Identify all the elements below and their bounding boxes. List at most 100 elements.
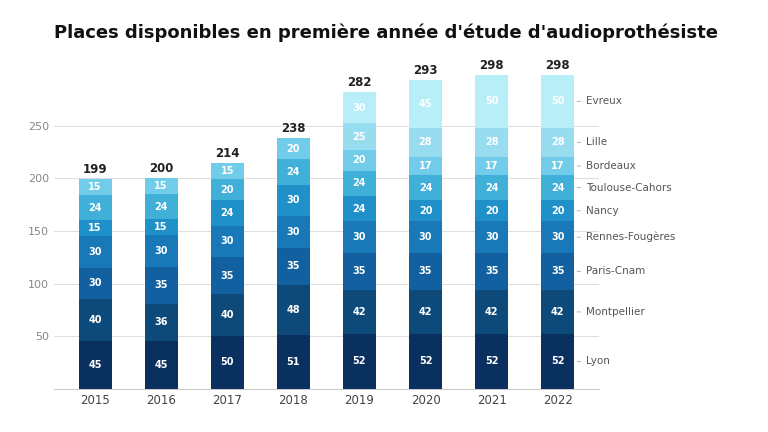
Text: 15: 15 (88, 182, 102, 192)
Text: 15: 15 (154, 222, 168, 232)
Bar (475, 75, 508, 127)
Text: 45: 45 (419, 99, 432, 109)
Text: 24: 24 (551, 183, 564, 193)
Bar (343, 124, 376, 150)
Text: 200: 200 (149, 162, 174, 175)
Bar (210, 200, 243, 226)
Bar (475, 290, 508, 334)
Text: Bordeaux: Bordeaux (577, 161, 636, 171)
Text: 35: 35 (353, 267, 366, 276)
Text: 24: 24 (485, 183, 498, 193)
Text: 42: 42 (485, 307, 498, 317)
Text: 42: 42 (551, 307, 564, 317)
Text: 17: 17 (419, 161, 432, 171)
Bar (409, 175, 442, 200)
Bar (343, 253, 376, 290)
Text: 30: 30 (220, 236, 234, 246)
Text: 35: 35 (485, 267, 498, 276)
Bar (144, 178, 177, 194)
Bar (541, 290, 574, 334)
Bar (78, 341, 111, 389)
Text: Rennes-Fougères: Rennes-Fougères (577, 232, 676, 242)
Text: Places disponibles en première année d'étude d'audioprothésiste: Places disponibles en première année d'é… (54, 23, 718, 42)
Bar (343, 196, 376, 221)
Bar (276, 335, 310, 389)
Bar (409, 290, 442, 334)
Bar (276, 248, 310, 285)
Bar (78, 299, 111, 341)
Text: 20: 20 (551, 206, 564, 216)
Text: 50: 50 (485, 96, 498, 106)
Text: 24: 24 (286, 167, 300, 177)
Text: 40: 40 (220, 310, 234, 320)
Bar (78, 195, 111, 220)
Text: 30: 30 (353, 232, 366, 242)
Text: 24: 24 (220, 208, 234, 218)
Bar (409, 80, 442, 127)
Bar (343, 150, 376, 171)
Text: Paris-Cnam: Paris-Cnam (577, 267, 645, 276)
Bar (541, 157, 574, 175)
Bar (343, 171, 376, 196)
Bar (475, 175, 508, 200)
Text: Montpellier: Montpellier (577, 307, 645, 317)
Bar (541, 200, 574, 221)
Bar (210, 179, 243, 200)
Text: 45: 45 (154, 360, 168, 370)
Text: 20: 20 (353, 155, 366, 165)
Bar (78, 220, 111, 236)
Text: 30: 30 (353, 103, 366, 113)
Bar (210, 163, 243, 179)
Text: 298: 298 (545, 59, 570, 72)
Text: 36: 36 (154, 318, 168, 327)
Bar (343, 221, 376, 253)
Bar (343, 290, 376, 334)
Text: 28: 28 (551, 137, 564, 147)
Text: 199: 199 (83, 163, 108, 176)
Text: 52: 52 (551, 356, 564, 366)
Bar (475, 128, 508, 157)
Text: 45: 45 (88, 360, 102, 370)
Text: 50: 50 (220, 357, 234, 368)
Bar (276, 159, 310, 184)
Text: 15: 15 (220, 166, 234, 176)
Bar (541, 253, 574, 290)
Text: 24: 24 (353, 204, 366, 214)
Text: 17: 17 (551, 161, 564, 171)
Bar (210, 257, 243, 294)
Bar (475, 253, 508, 290)
Bar (409, 157, 442, 175)
Text: 42: 42 (353, 307, 366, 317)
Bar (210, 294, 243, 336)
Bar (409, 200, 442, 221)
Bar (541, 221, 574, 253)
Bar (144, 235, 177, 267)
Text: 20: 20 (419, 206, 432, 216)
Bar (475, 221, 508, 253)
Text: 40: 40 (88, 315, 102, 325)
Bar (475, 157, 508, 175)
Text: 30: 30 (88, 247, 102, 257)
Bar (343, 334, 376, 389)
Bar (409, 253, 442, 290)
Bar (276, 184, 310, 216)
Bar (475, 334, 508, 389)
Text: 30: 30 (154, 246, 168, 256)
Text: 28: 28 (485, 137, 498, 147)
Text: 52: 52 (485, 356, 498, 366)
Bar (541, 128, 574, 157)
Text: 238: 238 (281, 122, 306, 135)
Text: 20: 20 (286, 144, 300, 154)
Text: 35: 35 (286, 261, 300, 271)
Text: 50: 50 (551, 96, 564, 106)
Text: 24: 24 (88, 203, 102, 213)
Text: 293: 293 (413, 64, 438, 77)
Text: Evreux: Evreux (577, 96, 622, 106)
Bar (78, 268, 111, 299)
Text: 30: 30 (551, 232, 564, 242)
Text: 35: 35 (551, 267, 564, 276)
Text: 42: 42 (419, 307, 432, 317)
Bar (78, 179, 111, 195)
Text: 30: 30 (88, 279, 102, 289)
Text: 30: 30 (485, 232, 498, 242)
